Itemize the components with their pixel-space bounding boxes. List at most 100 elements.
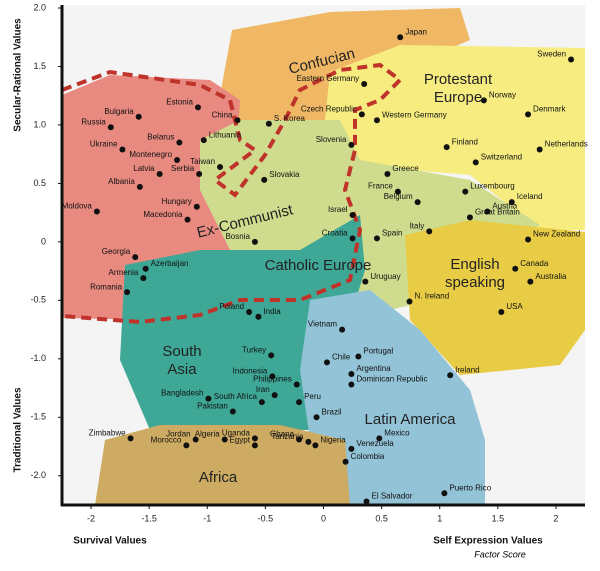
point-label: Jordan — [166, 430, 190, 439]
point-label: Sweden — [537, 50, 566, 59]
region-label: English — [450, 256, 499, 273]
point — [229, 408, 236, 415]
point — [414, 199, 421, 206]
point — [313, 414, 320, 421]
point-label: Albania — [108, 177, 135, 186]
point — [124, 289, 131, 296]
point-label: Luxembourg — [470, 182, 514, 191]
y-tick-label: -1.0 — [30, 353, 46, 363]
point-label: Bangladesh — [161, 389, 203, 398]
point — [406, 298, 413, 305]
point-label: Italy — [410, 221, 425, 230]
point — [512, 265, 519, 272]
point — [200, 137, 207, 144]
point — [498, 309, 505, 316]
point-label: Austria — [492, 202, 517, 211]
point — [348, 445, 355, 452]
point-label: Denmark — [533, 105, 566, 114]
point-label: Ukraine — [90, 140, 118, 149]
x-tick-label: 0 — [321, 513, 326, 523]
point — [348, 381, 355, 388]
point-label: Uganda — [222, 428, 251, 437]
point-label: Canada — [520, 259, 549, 268]
point-label: Ireland — [455, 365, 479, 374]
point-label: Estonia — [166, 98, 193, 107]
point-label: Iran — [256, 385, 270, 394]
point-label: Colombia — [351, 452, 385, 461]
x-tick-label: -2 — [87, 513, 95, 523]
x-tick-label: -1 — [203, 513, 211, 523]
point — [358, 111, 365, 118]
point-label: Spain — [382, 228, 402, 237]
point-label: France — [368, 182, 393, 191]
point-label: Venezuela — [356, 439, 394, 448]
point — [269, 373, 276, 380]
point-label: Croatia — [322, 228, 348, 237]
point — [296, 436, 303, 443]
point — [142, 265, 149, 272]
point — [132, 254, 139, 261]
point-label: Dominican Republic — [356, 375, 427, 384]
point-label: Portugal — [363, 347, 393, 356]
point-label: Greece — [392, 164, 419, 173]
point — [312, 442, 319, 449]
point-label: Hungary — [162, 197, 192, 206]
point — [480, 97, 487, 104]
point-label: Czech Republic — [301, 105, 357, 114]
point — [268, 352, 275, 359]
point — [176, 139, 183, 146]
point-label: Lithuania — [209, 130, 242, 139]
point-label: China — [212, 110, 233, 119]
point-label: South Africa — [214, 392, 258, 401]
point — [536, 146, 543, 153]
point — [246, 309, 253, 316]
y-tick-label: 1.5 — [33, 61, 46, 71]
point-label: Bulgaria — [104, 107, 134, 116]
point-label: Ghana — [270, 430, 295, 439]
point-label: Macedonia — [143, 210, 183, 219]
point — [472, 159, 479, 166]
point — [342, 458, 349, 465]
point — [255, 313, 262, 320]
point — [348, 371, 355, 378]
point-label: El Salvador — [372, 492, 413, 501]
x-tick-label: 1.5 — [492, 513, 505, 523]
point-label: Latvia — [133, 164, 155, 173]
point — [397, 34, 404, 41]
x-tick-label: -0.5 — [258, 513, 274, 523]
x-label-right: Self Expression Values — [433, 536, 543, 547]
region-label: speaking — [445, 274, 505, 291]
point-label: Montenegro — [129, 150, 172, 159]
point-label: Philippines — [253, 375, 292, 384]
point — [466, 214, 473, 221]
point-label: Puerto Rico — [449, 483, 491, 492]
point — [193, 203, 200, 210]
point-label: Serbia — [171, 164, 195, 173]
point-label: New Zealand — [533, 230, 580, 239]
point-label: Romania — [90, 282, 123, 291]
point — [568, 56, 575, 63]
point-label: N. Ireland — [415, 292, 450, 301]
point — [339, 326, 346, 333]
region-label: Protestant — [424, 71, 493, 88]
point-label: Netherlands — [545, 140, 588, 149]
point — [394, 188, 401, 195]
point — [192, 436, 199, 443]
point-label: Slovakia — [269, 170, 300, 179]
point-label: Israel — [328, 205, 348, 214]
point-label: Algeria — [195, 430, 220, 439]
point — [251, 442, 258, 449]
point-label: Chile — [332, 352, 351, 361]
point-label: Japan — [405, 27, 427, 36]
region-label: Europe — [434, 89, 482, 106]
region-latin-america — [300, 290, 485, 505]
x-label-note: Factor Score — [474, 549, 526, 559]
x-label-left: Survival Values — [73, 536, 147, 547]
point — [217, 164, 224, 171]
point-label: Indonesia — [233, 366, 268, 375]
region-label: South — [162, 343, 201, 360]
y-tick-label: -1.5 — [30, 412, 46, 422]
point-label: Moldova — [62, 202, 93, 211]
point — [183, 442, 190, 449]
